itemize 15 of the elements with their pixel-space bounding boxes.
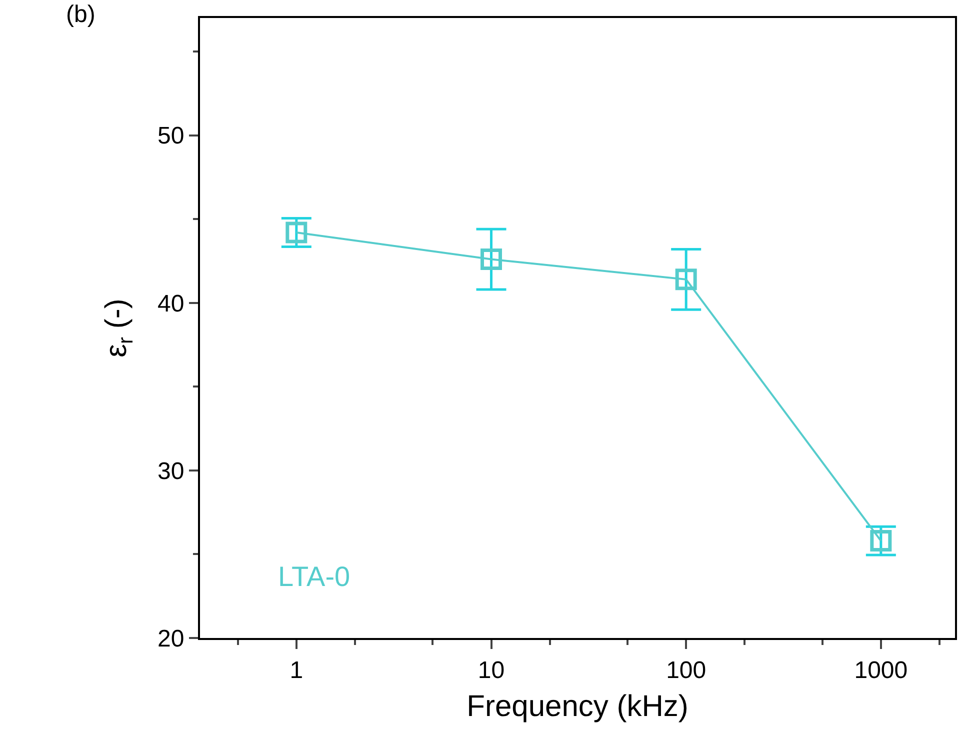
point [870,530,892,552]
text: (b) [66,1,96,28]
x-axis-title: Frequency (kHz) [466,690,688,723]
y-tick-label: 30 [157,458,184,485]
point [286,222,308,244]
x-tick-label: 1000 [854,656,908,684]
y-tick-label: 40 [157,290,184,318]
x-tick-label: 10 [478,656,505,684]
x-tick-label: 1 [290,656,304,684]
text: LTA-0 [278,561,350,592]
point [675,268,697,290]
x-tick-label: 100 [666,656,706,684]
y-tick-label: 20 [157,625,184,652]
y-tick-label: 50 [157,122,184,150]
point [480,248,502,270]
